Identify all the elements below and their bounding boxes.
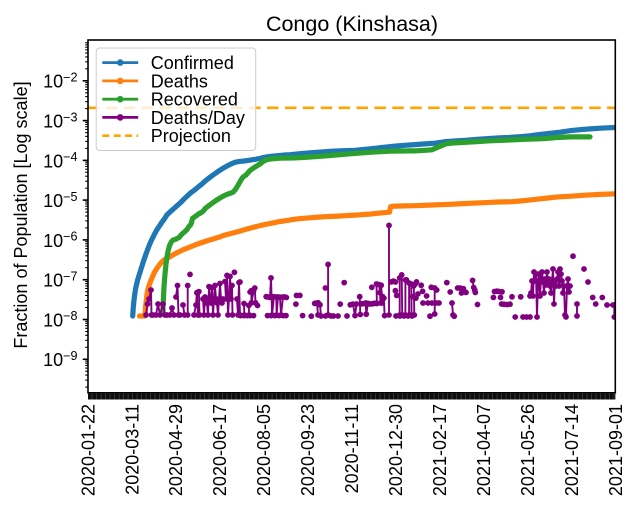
svg-text:2021-09-01: 2021-09-01 xyxy=(606,404,626,496)
svg-text:Deaths: Deaths xyxy=(151,71,208,91)
svg-text:2020-08-05: 2020-08-05 xyxy=(254,404,274,496)
svg-text:2021-02-17: 2021-02-17 xyxy=(430,404,450,496)
svg-text:2020-04-29: 2020-04-29 xyxy=(166,404,186,496)
svg-text:Congo (Kinshasa): Congo (Kinshasa) xyxy=(266,12,438,36)
svg-text:2020-06-17: 2020-06-17 xyxy=(210,404,230,496)
svg-text:2021-05-26: 2021-05-26 xyxy=(518,404,538,496)
svg-text:2021-04-07: 2021-04-07 xyxy=(474,404,494,496)
svg-text:2020-12-30: 2020-12-30 xyxy=(386,404,406,496)
svg-text:2021-07-14: 2021-07-14 xyxy=(562,404,582,496)
svg-text:Recovered: Recovered xyxy=(151,90,238,110)
svg-text:Fraction of Population [Log sc: Fraction of Population [Log scale] xyxy=(11,81,31,348)
svg-text:2020-11-11: 2020-11-11 xyxy=(342,404,362,493)
svg-text:Projection: Projection xyxy=(151,126,231,146)
svg-text:Confirmed: Confirmed xyxy=(151,53,234,73)
svg-text:Deaths/Day: Deaths/Day xyxy=(151,108,245,128)
svg-text:2020-09-23: 2020-09-23 xyxy=(298,404,318,496)
svg-text:2020-03-11: 2020-03-11 xyxy=(122,404,142,495)
svg-text:2020-01-22: 2020-01-22 xyxy=(78,404,98,496)
